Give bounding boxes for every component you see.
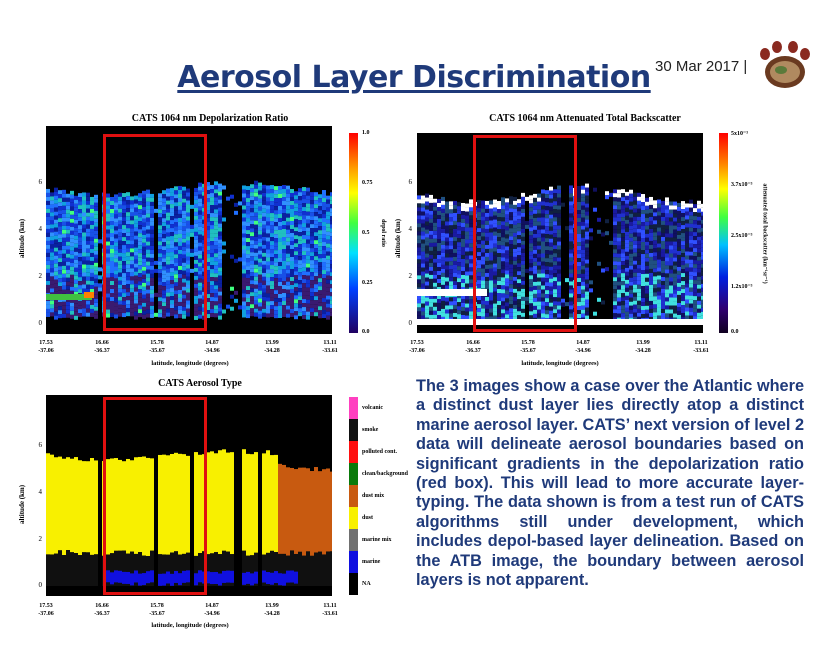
x-tick-label: 13.11 -33.61 <box>322 603 338 617</box>
y-tick: 0 <box>38 319 43 327</box>
colorbar-tick: 0.75 <box>362 180 373 186</box>
y-tick: 2 <box>38 535 43 543</box>
x-tick-label: 16.66 -36.37 <box>94 340 110 354</box>
highlight-box <box>473 135 577 332</box>
y-axis-label: altitude (km) <box>18 484 26 524</box>
panel-title: CATS 1064 nm Attenuated Total Backscatte… <box>489 113 681 124</box>
colorbar-tick: 1.2x10⁻³ <box>731 284 753 290</box>
colorbar-tick: 0.0 <box>362 329 370 335</box>
y-tick: 0 <box>38 581 43 589</box>
highlight-box <box>103 397 207 595</box>
colorbar-tick: 0.0 <box>731 329 739 335</box>
y-tick: 2 <box>408 272 413 280</box>
colorbar-tick: 1.0 <box>362 130 370 136</box>
legend-label: dust <box>362 515 374 521</box>
aerosol-type-image <box>46 449 332 586</box>
aerosol-type-plot <box>46 395 332 596</box>
legend-swatch <box>349 529 358 551</box>
legend-swatch <box>349 485 358 507</box>
colorbar-tick: 0.5 <box>362 230 370 236</box>
legend-label: dust mix <box>362 493 385 499</box>
colorbar-tick: 3.7x10⁻³ <box>731 182 753 188</box>
highlight-box <box>103 134 207 331</box>
description-text: The 3 images show a case over the Atlant… <box>416 377 804 590</box>
legend-label: marine mix <box>362 537 392 543</box>
x-tick-label: 16.66 -36.37 <box>465 340 481 354</box>
y-tick: 6 <box>38 178 43 186</box>
x-tick-label: 15.78 -35.67 <box>149 340 165 354</box>
legend-swatch <box>349 441 358 463</box>
legend-swatch <box>349 463 358 485</box>
y-axis-label: altitude (km) <box>18 218 26 258</box>
y-tick: 4 <box>408 225 413 233</box>
x-axis-label: latitude, longitude (degrees) <box>151 360 229 367</box>
x-tick-label: 15.78 -35.67 <box>149 603 165 617</box>
page-title: Aerosol Layer Discrimination <box>177 60 651 95</box>
y-tick: 0 <box>408 319 413 327</box>
x-tick-label: 13.99 -34.28 <box>264 603 280 617</box>
depol-colorbar <box>349 133 358 333</box>
colorbar-tick: 2.5x10⁻³ <box>731 233 753 239</box>
colorbar-label: depol ratio <box>380 219 386 247</box>
legend-label: marine <box>362 559 381 565</box>
x-tick-label: 13.99 -34.28 <box>264 340 280 354</box>
y-tick: 6 <box>38 441 43 449</box>
panel-title: CATS Aerosol Type <box>158 378 242 389</box>
atb-speckle <box>417 183 703 325</box>
x-tick-label: 14.87 -34.96 <box>575 340 591 354</box>
x-tick-label: 14.87 -34.96 <box>204 340 220 354</box>
legend-label: smoke <box>362 427 379 433</box>
y-tick: 2 <box>38 272 43 280</box>
y-tick: 4 <box>38 225 43 233</box>
x-tick-label: 14.87 -34.96 <box>204 603 220 617</box>
x-tick-label: 13.11 -33.61 <box>693 340 709 354</box>
x-tick-label: 15.78 -35.67 <box>520 340 536 354</box>
legend-swatch <box>349 573 358 595</box>
x-axis-label: latitude, longitude (degrees) <box>521 360 599 367</box>
date-label: 30 Mar 2017 | <box>655 58 748 75</box>
legend-swatch <box>349 507 358 529</box>
legend-label: polluted cont. <box>362 449 398 455</box>
panel-title: CATS 1064 nm Depolarization Ratio <box>131 113 289 124</box>
legend-swatch <box>349 551 358 573</box>
y-tick: 6 <box>408 178 413 186</box>
legend-label: NA <box>362 581 371 587</box>
depol-ratio-plot <box>46 126 332 334</box>
x-tick-label: 16.66 -36.37 <box>94 603 110 617</box>
x-tick-label: 17.53 -37.06 <box>38 340 54 354</box>
x-axis-label: latitude, longitude (degrees) <box>151 622 229 629</box>
colorbar-tick: 5x10⁻³ <box>731 131 748 137</box>
legend-label: clean/background <box>362 471 408 477</box>
paw-logo-icon <box>757 40 813 92</box>
x-tick-label: 17.53 -37.06 <box>409 340 425 354</box>
atb-colorbar <box>719 133 728 333</box>
x-tick-label: 13.99 -34.28 <box>635 340 651 354</box>
legend-swatch <box>349 397 358 419</box>
y-tick: 4 <box>38 488 43 496</box>
legend-label: volcanic <box>362 405 383 411</box>
x-tick-label: 13.11 -33.61 <box>322 340 338 354</box>
colorbar-tick: 0.25 <box>362 280 373 286</box>
atb-plot <box>417 133 703 333</box>
x-tick-label: 17.53 -37.06 <box>38 603 54 617</box>
legend-swatch <box>349 419 358 441</box>
colorbar-label: attenuated total backscatter (km⁻¹sr⁻¹) <box>761 183 768 284</box>
